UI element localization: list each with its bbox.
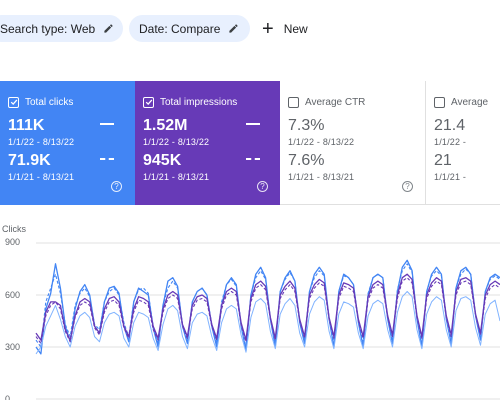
average-ctr-previous-value: 7.6% xyxy=(288,152,325,169)
chart-series-line-4 xyxy=(35,291,500,355)
total-impressions-previous-range: 1/1/21 - 8/13/21 xyxy=(143,172,210,182)
previous-period-dashed-line-icon xyxy=(246,158,260,160)
average-position-previous-value: 21 xyxy=(434,152,452,169)
edit-pencil-icon[interactable] xyxy=(228,23,239,34)
average-ctr-current-value: 7.3% xyxy=(288,117,325,134)
clicks-chart: Clicks 900 600 300 0 xyxy=(0,222,500,400)
chart-series-line-3 xyxy=(35,277,500,345)
average-position-current-range: 1/1/22 - xyxy=(434,137,467,147)
y-tick-label: 600 xyxy=(5,290,21,300)
total-impressions-previous-value: 945K xyxy=(143,152,182,169)
previous-period-dashed-line-icon xyxy=(100,158,114,160)
help-icon[interactable]: ? xyxy=(257,181,268,192)
average-position-previous-range: 1/1/21 - xyxy=(434,172,467,182)
total-clicks-previous-value: 71.9K xyxy=(8,152,51,169)
date-filter-chip[interactable]: Date: Compare xyxy=(129,15,250,42)
search-type-filter-chip[interactable]: Search type: Web xyxy=(0,15,123,42)
metric-cards: Total clicks 111K 1/1/22 - 8/13/22 71.9K… xyxy=(0,81,500,205)
checkbox-unchecked-icon[interactable] xyxy=(434,96,445,108)
average-position-label: Average xyxy=(451,96,489,108)
chart-title: Clicks xyxy=(2,224,26,234)
y-tick-label: 900 xyxy=(5,237,21,247)
plus-icon: + xyxy=(262,17,274,40)
current-period-line-icon xyxy=(246,123,260,125)
current-period-line-icon xyxy=(100,123,114,125)
y-tick-label: 300 xyxy=(5,342,21,352)
average-ctr-previous-range: 1/1/21 - 8/13/21 xyxy=(288,172,355,182)
new-filter-label: New xyxy=(283,21,308,36)
date-filter-label: Date: Compare xyxy=(139,21,221,36)
total-impressions-label: Total impressions xyxy=(160,96,238,108)
total-clicks-current-value: 111K xyxy=(8,117,45,134)
y-tick-label: 0 xyxy=(5,394,11,400)
checkbox-checked-icon[interactable] xyxy=(143,96,154,108)
help-icon[interactable]: ? xyxy=(111,181,122,192)
average-position-current-value: 21.4 xyxy=(434,117,466,134)
checkbox-checked-icon[interactable] xyxy=(8,96,19,108)
new-filter-button[interactable]: + New xyxy=(262,15,308,42)
checkbox-unchecked-icon[interactable] xyxy=(288,96,299,108)
total-impressions-current-value: 1.52M xyxy=(143,117,188,134)
average-ctr-card[interactable]: Average CTR 7.3% 1/1/22 - 8/13/22 7.6% 1… xyxy=(280,81,426,205)
help-icon[interactable]: ? xyxy=(402,181,413,192)
total-clicks-card[interactable]: Total clicks 111K 1/1/22 - 8/13/22 71.9K… xyxy=(0,81,135,205)
total-clicks-label: Total clicks xyxy=(25,96,74,108)
total-clicks-current-range: 1/1/22 - 8/13/22 xyxy=(8,137,75,147)
edit-pencil-icon[interactable] xyxy=(103,23,114,34)
average-position-card[interactable]: Average 21.4 1/1/22 - 21 1/1/21 - xyxy=(426,81,500,205)
chart-series-line-2 xyxy=(35,273,500,341)
total-impressions-card[interactable]: Total impressions 1.52M 1/1/22 - 8/13/22… xyxy=(135,81,280,205)
total-clicks-previous-range: 1/1/21 - 8/13/21 xyxy=(8,172,75,182)
average-ctr-current-range: 1/1/22 - 8/13/22 xyxy=(288,137,355,147)
search-type-filter-label: Search type: Web xyxy=(0,21,96,36)
average-ctr-label: Average CTR xyxy=(305,96,366,108)
chart-plot-area[interactable] xyxy=(0,222,500,400)
total-impressions-current-range: 1/1/22 - 8/13/22 xyxy=(143,137,210,147)
filter-bar: Search type: Web Date: Compare + New xyxy=(0,0,500,57)
